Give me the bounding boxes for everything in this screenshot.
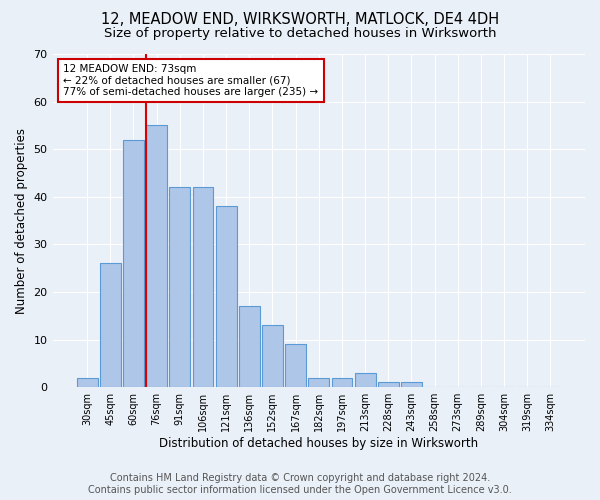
- Bar: [308, 378, 329, 387]
- Bar: [193, 188, 214, 387]
- Text: 12 MEADOW END: 73sqm
← 22% of detached houses are smaller (67)
77% of semi-detac: 12 MEADOW END: 73sqm ← 22% of detached h…: [63, 64, 319, 97]
- Bar: [123, 140, 144, 387]
- Bar: [169, 188, 190, 387]
- Bar: [285, 344, 306, 387]
- Text: 12, MEADOW END, WIRKSWORTH, MATLOCK, DE4 4DH: 12, MEADOW END, WIRKSWORTH, MATLOCK, DE4…: [101, 12, 499, 28]
- Bar: [378, 382, 398, 387]
- Text: Contains HM Land Registry data © Crown copyright and database right 2024.
Contai: Contains HM Land Registry data © Crown c…: [88, 474, 512, 495]
- Bar: [332, 378, 352, 387]
- Bar: [146, 126, 167, 387]
- Bar: [216, 206, 236, 387]
- X-axis label: Distribution of detached houses by size in Wirksworth: Distribution of detached houses by size …: [159, 437, 478, 450]
- Bar: [262, 326, 283, 387]
- Bar: [77, 378, 98, 387]
- Bar: [239, 306, 260, 387]
- Bar: [100, 264, 121, 387]
- Y-axis label: Number of detached properties: Number of detached properties: [15, 128, 28, 314]
- Bar: [355, 373, 376, 387]
- Text: Size of property relative to detached houses in Wirksworth: Size of property relative to detached ho…: [104, 28, 496, 40]
- Bar: [401, 382, 422, 387]
